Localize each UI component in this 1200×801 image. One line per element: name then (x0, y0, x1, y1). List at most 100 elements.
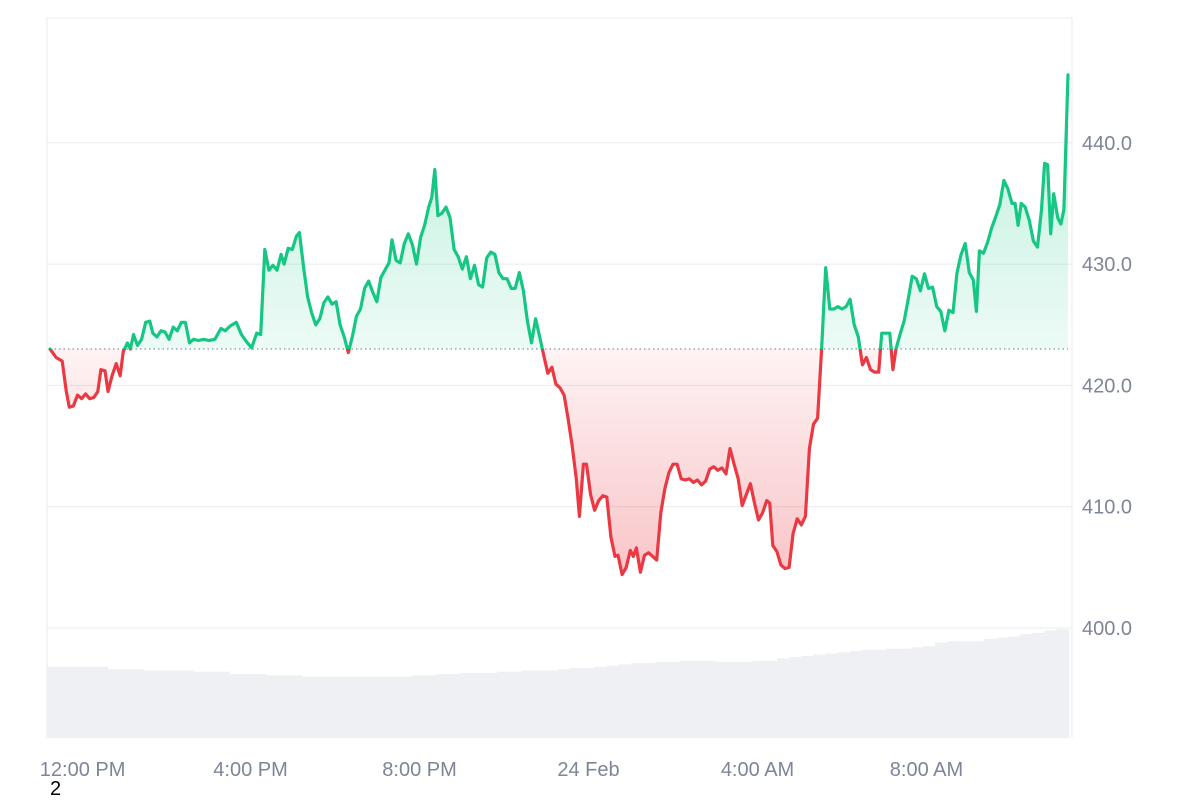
volume-bar (959, 641, 972, 738)
y-tick-label: 400.0 (1082, 618, 1132, 640)
area-below-baseline (50, 349, 896, 575)
price-line (48, 73, 1070, 577)
volume-bar (910, 647, 924, 738)
volume-bar (326, 676, 340, 738)
volume-bar (485, 672, 498, 738)
volume-bar (59, 666, 72, 738)
volume-bar (132, 669, 145, 738)
x-tick-label: 12:00 PM (40, 759, 126, 781)
volume-bar (837, 652, 851, 738)
volume-bar (862, 649, 875, 738)
volume-bar (886, 648, 899, 738)
volume-bar (120, 669, 133, 738)
volume-bar (83, 666, 96, 738)
volume-bar (1044, 630, 1058, 738)
volume-bar (545, 670, 559, 738)
volume-bar (363, 676, 376, 738)
x-tick-label: 24 Feb (557, 759, 619, 781)
volume-bar (752, 660, 766, 738)
volume-bar (168, 670, 182, 738)
volume-bar (1056, 629, 1070, 738)
volume-bar (521, 670, 534, 738)
volume-bar (533, 670, 547, 738)
volume-bar (460, 672, 474, 738)
volume-bar (217, 671, 230, 738)
x-tick-label: 8:00 AM (890, 759, 963, 781)
volume-bar (387, 676, 401, 738)
volume-bar (825, 653, 839, 738)
volume-bar (813, 654, 826, 738)
volume-bar (728, 661, 741, 738)
volume-bar (947, 641, 960, 738)
volume-bar (180, 670, 194, 738)
area-above-baseline (50, 74, 1068, 350)
x-axis-tick-labels: 12:00 PM 4:00 PM 8:00 PM 24 Feb 4:00 AM 8:00 … (40, 759, 963, 781)
price-area (50, 74, 1068, 575)
volume-bar (241, 674, 255, 738)
volume-bar (375, 676, 388, 738)
volume-bar (193, 671, 206, 738)
volume-bar (71, 666, 84, 738)
volume-bar (95, 666, 109, 738)
volume-bar (107, 669, 121, 738)
volume-bar (667, 661, 680, 738)
volume-bar (302, 676, 315, 738)
volume-bar (1008, 636, 1021, 738)
y-tick-label: 430.0 (1082, 254, 1132, 276)
volume-bar (655, 661, 668, 738)
volume-bar (704, 660, 717, 738)
volume-bar (314, 676, 328, 738)
volume-bar (278, 675, 291, 738)
volume-bar (156, 670, 169, 738)
volume-bar (582, 668, 595, 738)
volume-bar (205, 671, 218, 738)
volume-bar (789, 657, 802, 738)
volume-bar (436, 674, 449, 738)
price-line-up (48, 73, 1070, 350)
volume-bar (850, 651, 863, 738)
volume-bar (777, 658, 790, 738)
volume-bar (448, 674, 461, 738)
volume-bar (983, 638, 997, 738)
volume-bar (339, 676, 352, 738)
volume-bar (399, 676, 413, 738)
volume-bar (740, 661, 753, 738)
x-tick-label: 8:00 PM (382, 759, 456, 781)
volume-bar (424, 675, 437, 738)
volume-bar (266, 675, 279, 738)
volume-bar (594, 666, 607, 738)
footnote: 2 (50, 778, 62, 800)
volume-bar (631, 663, 644, 738)
volume-bar (1032, 632, 1045, 738)
volume-bar (558, 669, 571, 738)
volume-bar (691, 660, 705, 738)
volume-bar (472, 672, 486, 738)
volume-bar (570, 668, 583, 738)
x-tick-label: 4:00 PM (213, 759, 287, 781)
volume-bar (412, 675, 425, 738)
volume-bar (996, 637, 1009, 738)
volume-bar (253, 674, 267, 738)
volume-bar (874, 649, 887, 738)
price-line-down (48, 349, 898, 577)
volume-bar (509, 671, 522, 738)
volume-bar (144, 670, 157, 738)
volume-bar (971, 641, 985, 738)
volume-bar (643, 663, 656, 738)
volume-bar (290, 675, 303, 738)
y-tick-label: 420.0 (1082, 375, 1132, 397)
volume-bar (716, 661, 729, 738)
x-tick-label: 4:00 AM (721, 759, 794, 781)
volume-bar (351, 676, 364, 738)
y-tick-label: 410.0 (1082, 497, 1132, 519)
volume-bar (898, 648, 912, 738)
volume-bar (47, 666, 60, 738)
volume-bar (606, 665, 620, 738)
volume-bar (229, 674, 242, 738)
volume-bar (679, 660, 693, 738)
y-axis-tick-labels: 400.0 410.0 420.0 430.0 440.0 (1082, 133, 1132, 640)
volume-bar (764, 660, 778, 738)
volume-bar (497, 671, 510, 738)
